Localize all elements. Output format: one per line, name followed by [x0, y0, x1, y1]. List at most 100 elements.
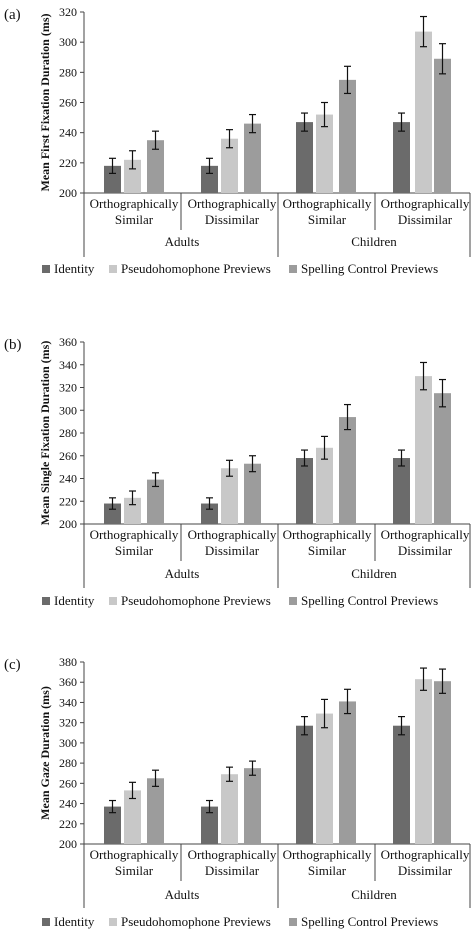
y-tick-label: 200 [59, 186, 77, 200]
legend-swatch [289, 597, 297, 605]
bar [339, 79, 356, 193]
y-tick-label: 260 [59, 96, 77, 110]
legend-swatch [289, 265, 297, 273]
group-label: Adults [165, 887, 200, 902]
panel-label: (c) [4, 657, 21, 673]
legend-entry: Spelling Control Previews [301, 593, 438, 608]
bar [124, 790, 141, 844]
x-tick-label: Similar [115, 863, 154, 878]
bar [316, 447, 333, 524]
legend-entry: Spelling Control Previews [301, 914, 438, 929]
y-tick-label: 320 [59, 716, 77, 730]
bar [415, 376, 432, 524]
chart-panel-1: (a) Mean First Fixation Duration (ms) 200 2… [4, 5, 471, 276]
y-tick-label: 220 [59, 494, 77, 508]
y-tick-label: 280 [59, 426, 77, 440]
bar [221, 468, 238, 524]
legend: Identity Pseudohomophone Previews Spelling… [42, 261, 438, 276]
legend-entry: Pseudohomophone Previews [121, 261, 271, 276]
y-tick-label: 300 [59, 736, 77, 750]
y-tick-label: 240 [59, 472, 77, 486]
group-label: Children [351, 566, 397, 581]
bar [316, 114, 333, 193]
group-label: Adults [165, 234, 200, 249]
panel-label: (b) [4, 337, 22, 353]
group-label: Adults [165, 566, 200, 581]
bar [104, 806, 121, 844]
bar [221, 774, 238, 844]
bar [393, 725, 410, 844]
group-label: Children [351, 887, 397, 902]
bar [296, 725, 313, 844]
x-tick-label: Orthographically [90, 847, 179, 862]
bar [201, 806, 218, 844]
x-tick-label: Orthographically [381, 847, 470, 862]
bar [296, 458, 313, 524]
bar [244, 123, 261, 193]
x-tick-label: Orthographically [283, 196, 372, 211]
bar [415, 31, 432, 193]
y-tick-label: 300 [59, 35, 77, 49]
bar [104, 503, 121, 524]
bar [244, 463, 261, 524]
x-tick-label: Orthographically [188, 196, 277, 211]
y-tick-label: 240 [59, 126, 77, 140]
x-tick-label: Dissimilar [398, 543, 453, 558]
x-tick-label: Similar [115, 212, 154, 227]
y-tick-label: 360 [59, 335, 77, 349]
bar [104, 165, 121, 193]
bar [434, 681, 451, 844]
x-tick-label: Similar [308, 543, 347, 558]
legend: Identity Pseudohomophone Previews Spelling… [42, 914, 438, 929]
legend-entry: Identity [54, 593, 95, 608]
y-tick-label: 280 [59, 65, 77, 79]
bar [147, 140, 164, 193]
y-tick-label: 340 [59, 695, 77, 709]
legend: Identity Pseudohomophone Previews Spelling… [42, 593, 438, 608]
x-tick-label: Dissimilar [398, 863, 453, 878]
x-tick-label: Similar [308, 212, 347, 227]
y-tick-label: 260 [59, 449, 77, 463]
x-tick-label: Dissimilar [398, 212, 453, 227]
bar [339, 701, 356, 844]
legend-entry: Pseudohomophone Previews [121, 593, 271, 608]
y-tick-label: 220 [59, 817, 77, 831]
panel-label: (a) [4, 7, 21, 23]
bar [221, 138, 238, 193]
chart-panel-3: (c) Mean Gaze Duration (ms) 200 220 240 260 28… [4, 655, 471, 929]
y-tick-label: 200 [59, 517, 77, 531]
y-tick-label: 300 [59, 403, 77, 417]
y-tick-label: 200 [59, 837, 77, 851]
x-tick-label: Orthographically [90, 196, 179, 211]
legend-swatch [42, 597, 50, 605]
x-tick-label: Dissimilar [205, 212, 260, 227]
x-tick-label: Similar [115, 543, 154, 558]
y-tick-label: 320 [59, 381, 77, 395]
bar [296, 122, 313, 193]
bar [124, 159, 141, 193]
x-tick-label: Orthographically [188, 527, 277, 542]
legend-swatch [109, 265, 117, 273]
group-label: Children [351, 234, 397, 249]
x-tick-label: Similar [308, 863, 347, 878]
bar [434, 58, 451, 194]
x-tick-label: Dissimilar [205, 863, 260, 878]
legend-swatch [109, 597, 117, 605]
y-tick-label: 260 [59, 776, 77, 790]
bar [201, 503, 218, 524]
x-tick-label: Orthographically [90, 527, 179, 542]
x-tick-label: Orthographically [283, 527, 372, 542]
legend-swatch [109, 918, 117, 926]
x-tick-label: Orthographically [188, 847, 277, 862]
y-tick-label: 220 [59, 156, 77, 170]
bar [339, 417, 356, 524]
y-axis-title: Mean Gaze Duration (ms) [38, 686, 52, 820]
x-tick-label: Orthographically [381, 527, 470, 542]
bar [316, 713, 333, 844]
legend-swatch [289, 918, 297, 926]
x-tick-label: Orthographically [283, 847, 372, 862]
x-tick-label: Orthographically [381, 196, 470, 211]
y-tick-label: 280 [59, 756, 77, 770]
bar [201, 165, 218, 193]
